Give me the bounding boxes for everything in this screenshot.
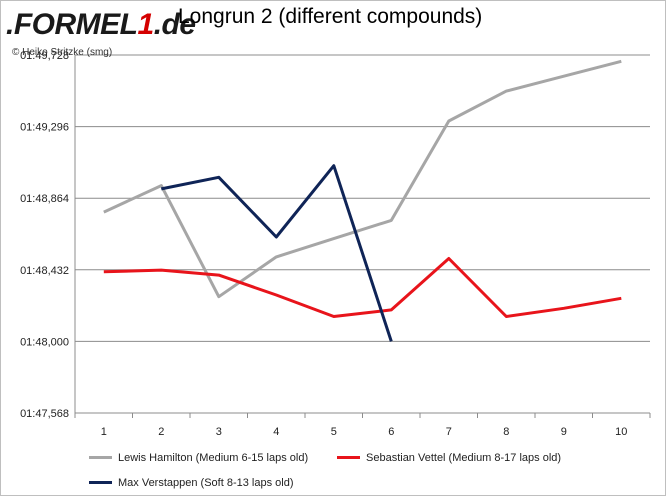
- x-tick-label: 7: [446, 426, 452, 438]
- legend-label-vettel: Sebastian Vettel (Medium 8-17 laps old): [366, 452, 562, 464]
- y-tick-label: 01:49,296: [20, 122, 69, 134]
- series-line-1: [103, 257, 622, 318]
- y-tick-label: 01:48,000: [20, 336, 69, 348]
- grid-lines: [75, 54, 650, 342]
- x-tick-label: 1: [101, 426, 107, 438]
- x-tick-label: 3: [216, 426, 222, 438]
- chart-title: Longrun 2 (different compounds): [178, 5, 483, 28]
- x-tick-label: 10: [615, 426, 627, 438]
- logo-digit: 1: [137, 8, 155, 41]
- series-line-0: [103, 59, 622, 299]
- y-tick-label: 01:48,432: [20, 265, 69, 277]
- y-tick-label: 01:47,568: [20, 408, 69, 420]
- legend-swatch-hamilton: [89, 455, 112, 459]
- y-tick-label: 01:48,864: [20, 193, 69, 205]
- formel1-logo: .FORMEL1.de: [6, 8, 196, 42]
- logo-suffix: .de: [153, 8, 196, 41]
- x-tick-label: 2: [158, 426, 164, 438]
- y-tick-labels: 01:47,568 01:48,000 01:48,432 01:48,864 01:4…: [20, 50, 69, 420]
- legend-item-hamilton: Lewis Hamilton (Medium 6-15 laps old): [89, 452, 308, 464]
- x-tick-label: 5: [331, 426, 337, 438]
- copyright-credit: © Heiko Stritzke (smg): [12, 47, 113, 58]
- legend-swatch-verstappen: [89, 480, 112, 484]
- axes: [74, 55, 651, 418]
- x-tick-label: 9: [561, 426, 567, 438]
- y-tick-label: 01:49,728: [20, 50, 69, 62]
- legend-swatch-vettel: [337, 455, 360, 459]
- legend-item-verstappen: Max Verstappen (Soft 8-13 laps old): [89, 477, 293, 489]
- legend-label-verstappen: Max Verstappen (Soft 8-13 laps old): [118, 477, 294, 489]
- legend-item-vettel: Sebastian Vettel (Medium 8-17 laps old): [337, 452, 561, 464]
- legend-label-hamilton: Lewis Hamilton (Medium 6-15 laps old): [118, 452, 309, 464]
- x-tick-label: 6: [388, 426, 394, 438]
- logo-prefix: .FORMEL: [6, 8, 138, 41]
- series-lines: [103, 59, 622, 342]
- x-tick-labels: 1 2 3 4 5 6 7 8 9 10: [101, 426, 628, 438]
- series-line-2: [161, 164, 393, 342]
- x-tick-label: 8: [503, 426, 509, 438]
- x-tick-label: 4: [273, 426, 279, 438]
